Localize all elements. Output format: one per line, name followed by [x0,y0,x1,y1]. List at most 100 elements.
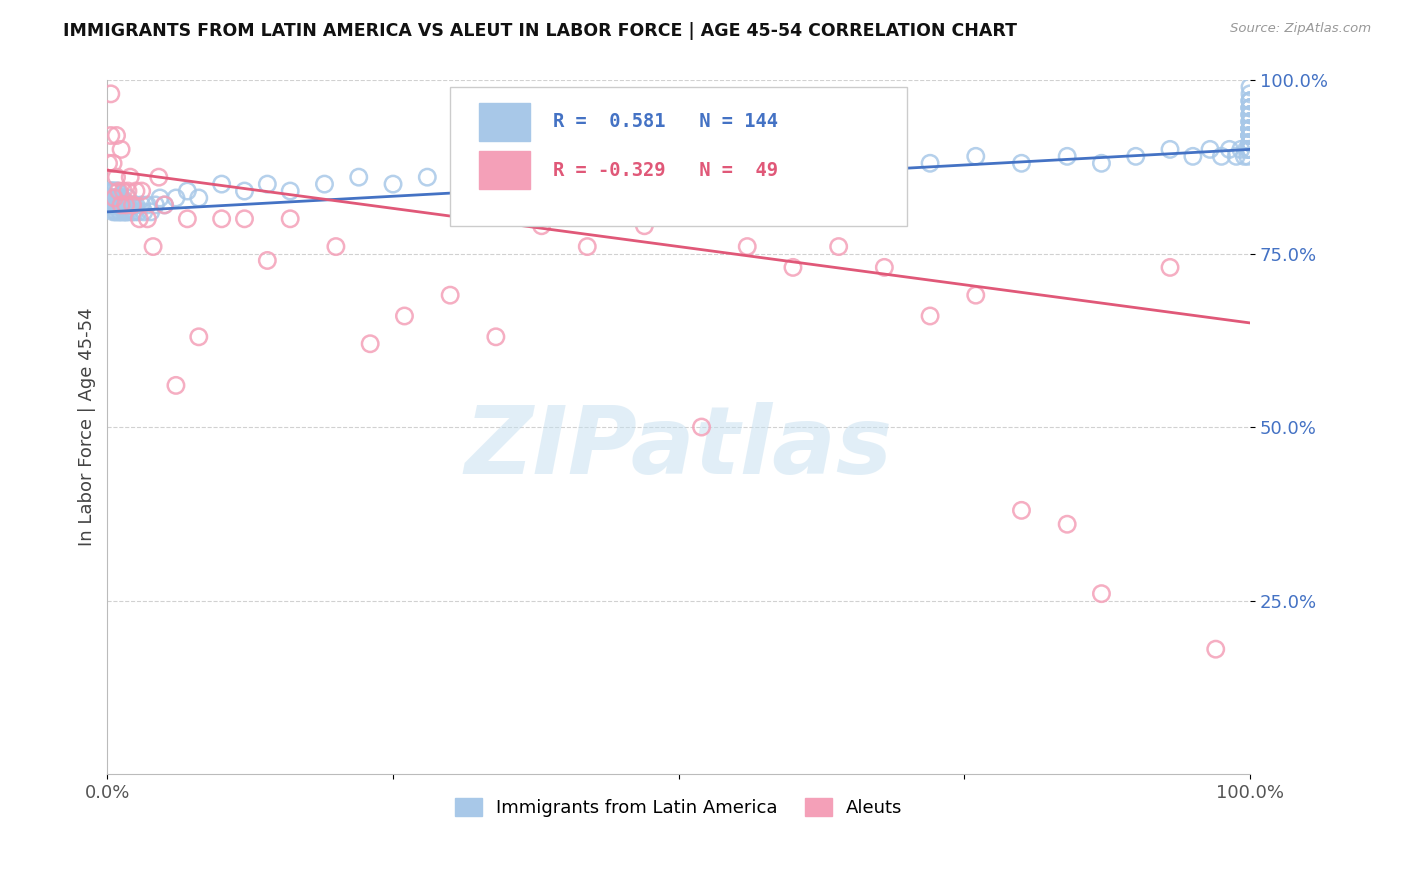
Point [114,198,136,212]
Point [110,205,132,219]
Point [108,198,131,212]
Point [108,205,131,219]
Point [690,163,713,178]
Point [114,198,136,212]
Point [1239,128,1261,143]
Point [233,184,256,198]
Point [100,191,122,205]
Point [1011,503,1033,517]
Point [101,156,124,170]
Point [1239,121,1261,136]
Point [111,191,134,205]
Point [1239,142,1261,156]
Point [1236,142,1258,156]
Point [278,184,301,198]
Point [108,205,131,219]
Point [530,163,553,178]
Point [485,170,508,185]
Point [1239,121,1261,136]
Point [1239,128,1261,143]
Text: IMMIGRANTS FROM LATIN AMERICA VS ALEUT IN LABOR FORCE | AGE 45-54 CORRELATION CH: IMMIGRANTS FROM LATIN AMERICA VS ALEUT I… [63,22,1018,40]
Point [325,239,347,253]
Point [1239,121,1261,136]
Point [104,191,127,205]
Point [104,198,127,212]
Point [101,184,124,198]
Point [145,198,167,212]
FancyBboxPatch shape [478,103,530,141]
Point [576,239,599,253]
Point [125,198,148,212]
Point [1239,128,1261,143]
Point [1239,136,1261,150]
Point [131,198,153,212]
Point [278,211,301,226]
Point [1239,136,1261,150]
Point [1239,101,1261,115]
Point [965,149,987,163]
Point [690,420,713,434]
Point [530,219,553,233]
Point [1159,142,1181,156]
Point [1239,108,1261,122]
Point [450,163,472,178]
Text: Source: ZipAtlas.com: Source: ZipAtlas.com [1230,22,1371,36]
Point [211,211,233,226]
Point [107,198,129,212]
Point [117,191,139,205]
Point [1239,136,1261,150]
Point [1239,136,1261,150]
Text: R = -0.329   N =  49: R = -0.329 N = 49 [553,161,778,179]
Point [117,184,139,198]
Point [100,128,122,143]
Point [101,198,124,212]
Point [117,198,139,212]
Point [827,156,849,170]
Point [107,184,129,198]
Point [1239,114,1261,128]
Point [108,191,131,205]
Point [1239,128,1261,143]
Point [105,191,128,205]
Point [965,288,987,302]
Point [1211,149,1233,163]
Point [128,211,150,226]
Point [153,198,176,212]
Point [100,87,122,101]
Point [1239,142,1261,156]
Point [105,205,128,219]
Point [1218,142,1240,156]
Point [920,156,942,170]
Point [114,198,136,212]
Point [359,336,381,351]
Point [136,211,159,226]
Point [149,191,172,205]
Point [1239,94,1261,108]
Point [1239,94,1261,108]
Point [782,163,804,178]
Point [176,184,198,198]
Point [416,170,439,185]
Point [115,205,138,219]
Point [1239,128,1261,143]
Point [1225,149,1247,163]
Point [108,184,131,198]
Point [103,198,125,212]
Point [98,191,121,205]
Point [782,260,804,275]
Point [1056,517,1078,532]
Point [1239,142,1261,156]
Point [103,191,125,205]
Point [114,205,136,219]
Point [105,184,128,198]
Point [103,184,125,198]
Point [1239,128,1261,143]
Point [101,205,124,219]
Point [107,191,129,205]
Point [100,198,122,212]
Point [108,198,131,212]
Point [132,205,155,219]
FancyBboxPatch shape [450,87,907,226]
Point [1090,156,1112,170]
Point [1205,642,1227,657]
